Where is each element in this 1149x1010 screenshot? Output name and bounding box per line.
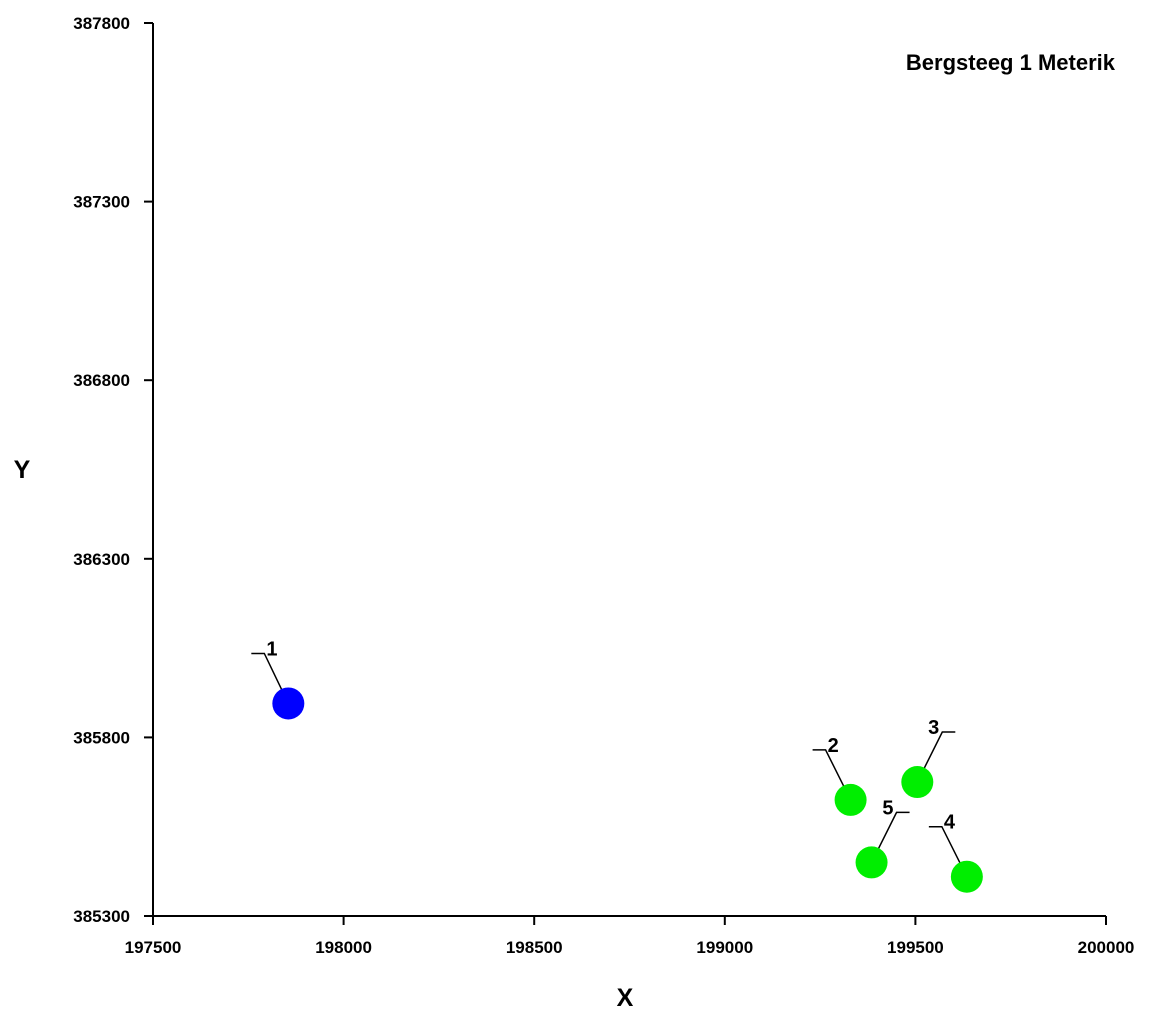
point-label: 1: [266, 638, 277, 660]
x-tick-label: 199500: [887, 938, 944, 957]
y-tick-label: 385300: [73, 907, 130, 926]
data-point-2: 2: [812, 735, 867, 816]
x-axis-title: X: [617, 984, 634, 1010]
chart-title: Bergsteeg 1 Meterik: [906, 50, 1116, 75]
data-point-1: 1: [251, 638, 305, 720]
x-tick-label: 199000: [696, 938, 753, 957]
point-label: 2: [828, 735, 839, 757]
y-tick-label: 387800: [73, 14, 130, 33]
point-marker: [834, 783, 867, 816]
point-marker: [855, 846, 888, 879]
leader-line: [916, 731, 956, 783]
x-tick-label: 198000: [315, 938, 372, 957]
point-marker: [901, 766, 934, 799]
x-tick-label: 197500: [125, 938, 182, 957]
y-tick-label: 385800: [73, 728, 130, 747]
leader-line: [870, 811, 910, 863]
data-points: 1 2 3 4 5: [251, 638, 983, 893]
y-tick-label: 386300: [73, 550, 130, 569]
x-tick-label: 200000: [1078, 938, 1135, 957]
data-point-5: 5: [855, 797, 910, 879]
leader-line: [251, 652, 290, 704]
leader-line: [928, 825, 968, 878]
axis-ticks: 197500 198000 198500 199000 199500 200000 3853…: [73, 14, 1134, 957]
data-point-4: 4: [928, 812, 983, 893]
point-label: 5: [882, 797, 893, 819]
data-point-3: 3: [901, 717, 956, 799]
point-marker: [950, 860, 983, 893]
leader-line: [812, 749, 852, 801]
point-label: 3: [928, 717, 939, 739]
y-axis-title: Y: [14, 456, 31, 484]
y-tick-label: 386800: [73, 371, 130, 390]
x-tick-label: 198500: [506, 938, 563, 957]
point-label: 4: [944, 812, 956, 834]
point-marker: [272, 687, 305, 720]
y-tick-label: 387300: [73, 193, 130, 212]
